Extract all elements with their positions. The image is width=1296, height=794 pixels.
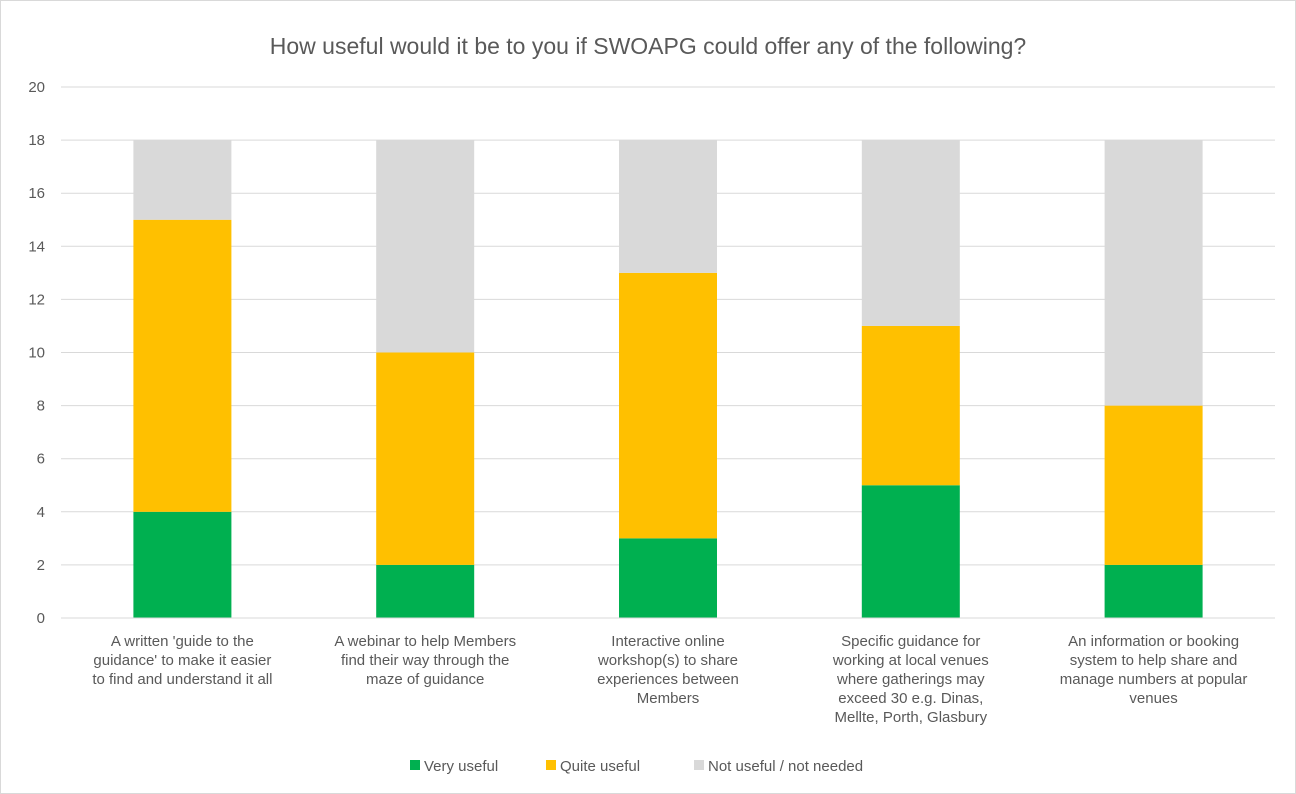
bar-segment-quite-useful xyxy=(861,325,960,486)
y-tick-label: 6 xyxy=(37,451,45,468)
x-category-label-line: Interactive online xyxy=(611,633,724,650)
x-category-label-line: find their way through the xyxy=(341,652,509,669)
bar-segment-not-useful-not-needed xyxy=(861,140,960,326)
legend-label: Not useful / not needed xyxy=(708,758,863,775)
x-category-label-line: to find and understand it all xyxy=(92,671,272,688)
x-category-label: Specific guidance for working at local ve… xyxy=(832,633,989,726)
bars xyxy=(61,140,1275,619)
x-category-label-line: where gatherings may xyxy=(836,671,985,688)
y-tick-label: 8 xyxy=(37,398,45,415)
bar-segment-quite-useful xyxy=(619,272,717,539)
x-category-label: An information or booking system to help … xyxy=(1060,633,1248,707)
x-category-label-line: exceed 30 e.g. Dinas, xyxy=(838,690,983,707)
y-tick-label: 10 xyxy=(28,345,45,362)
x-category-label-line: A written 'guide to the xyxy=(111,633,254,650)
bar-segment-quite-useful xyxy=(376,352,475,565)
y-tick-label: 12 xyxy=(28,291,45,308)
x-category-label-line: maze of guidance xyxy=(366,671,484,688)
x-category-label-line: A webinar to help Members xyxy=(334,633,516,650)
bar-segment-not-useful-not-needed xyxy=(376,140,475,353)
y-tick-label: 18 xyxy=(28,132,45,149)
bar-segment-quite-useful xyxy=(133,219,232,512)
legend-label: Very useful xyxy=(424,758,498,775)
x-category-label: Interactive online workshop(s) to share ex… xyxy=(597,633,739,707)
x-category-label-line: manage numbers at popular xyxy=(1060,671,1248,688)
bar-segment-not-useful-not-needed xyxy=(133,140,232,220)
y-tick-label: 14 xyxy=(28,238,45,255)
bar-segment-very-useful xyxy=(619,538,717,618)
x-category-label-line: An information or booking xyxy=(1068,633,1239,650)
x-category-label-line: Mellte, Porth, Glasbury xyxy=(835,709,988,726)
legend-swatch xyxy=(410,760,420,770)
bar-segment-not-useful-not-needed xyxy=(619,140,717,273)
y-tick-label: 2 xyxy=(37,557,45,574)
bar-segment-very-useful xyxy=(861,485,960,618)
x-category-label-line: Specific guidance for xyxy=(841,633,980,650)
x-category-label-line: venues xyxy=(1129,690,1177,707)
bar-segment-very-useful xyxy=(133,511,232,618)
bar-segment-quite-useful xyxy=(1104,405,1203,565)
legend-swatch xyxy=(694,760,704,770)
legend: Very useful Quite useful Not useful / not … xyxy=(410,758,863,775)
x-category-label-line: Members xyxy=(637,690,700,707)
bar-segment-not-useful-not-needed xyxy=(1104,140,1203,406)
x-category-label-line: system to help share and xyxy=(1070,652,1238,669)
x-category-label-line: experiences between xyxy=(597,671,739,688)
legend-label: Quite useful xyxy=(560,758,640,775)
x-category-label-line: workshop(s) to share xyxy=(597,652,738,669)
x-axis-categories: A written 'guide to the guidance' to make… xyxy=(92,633,1247,726)
x-category-label: A webinar to help Members find their way … xyxy=(334,633,516,688)
y-tick-label: 4 xyxy=(37,504,45,521)
y-tick-label: 16 xyxy=(28,185,45,202)
x-category-label-line: guidance' to make it easier xyxy=(93,652,271,669)
y-axis-ticks: 0 2 4 6 8 10 12 14 16 18 20 xyxy=(28,79,45,627)
y-tick-label: 20 xyxy=(28,79,45,96)
x-category-label-line: working at local venues xyxy=(832,652,989,669)
bar-segment-very-useful xyxy=(376,564,475,618)
chart-title: How useful would it be to you if SWOAPG … xyxy=(270,33,1026,59)
legend-swatch xyxy=(546,760,556,770)
y-tick-label: 0 xyxy=(37,610,45,627)
bar-segment-very-useful xyxy=(1104,564,1203,618)
x-category-label: A written 'guide to the guidance' to make… xyxy=(92,633,272,688)
